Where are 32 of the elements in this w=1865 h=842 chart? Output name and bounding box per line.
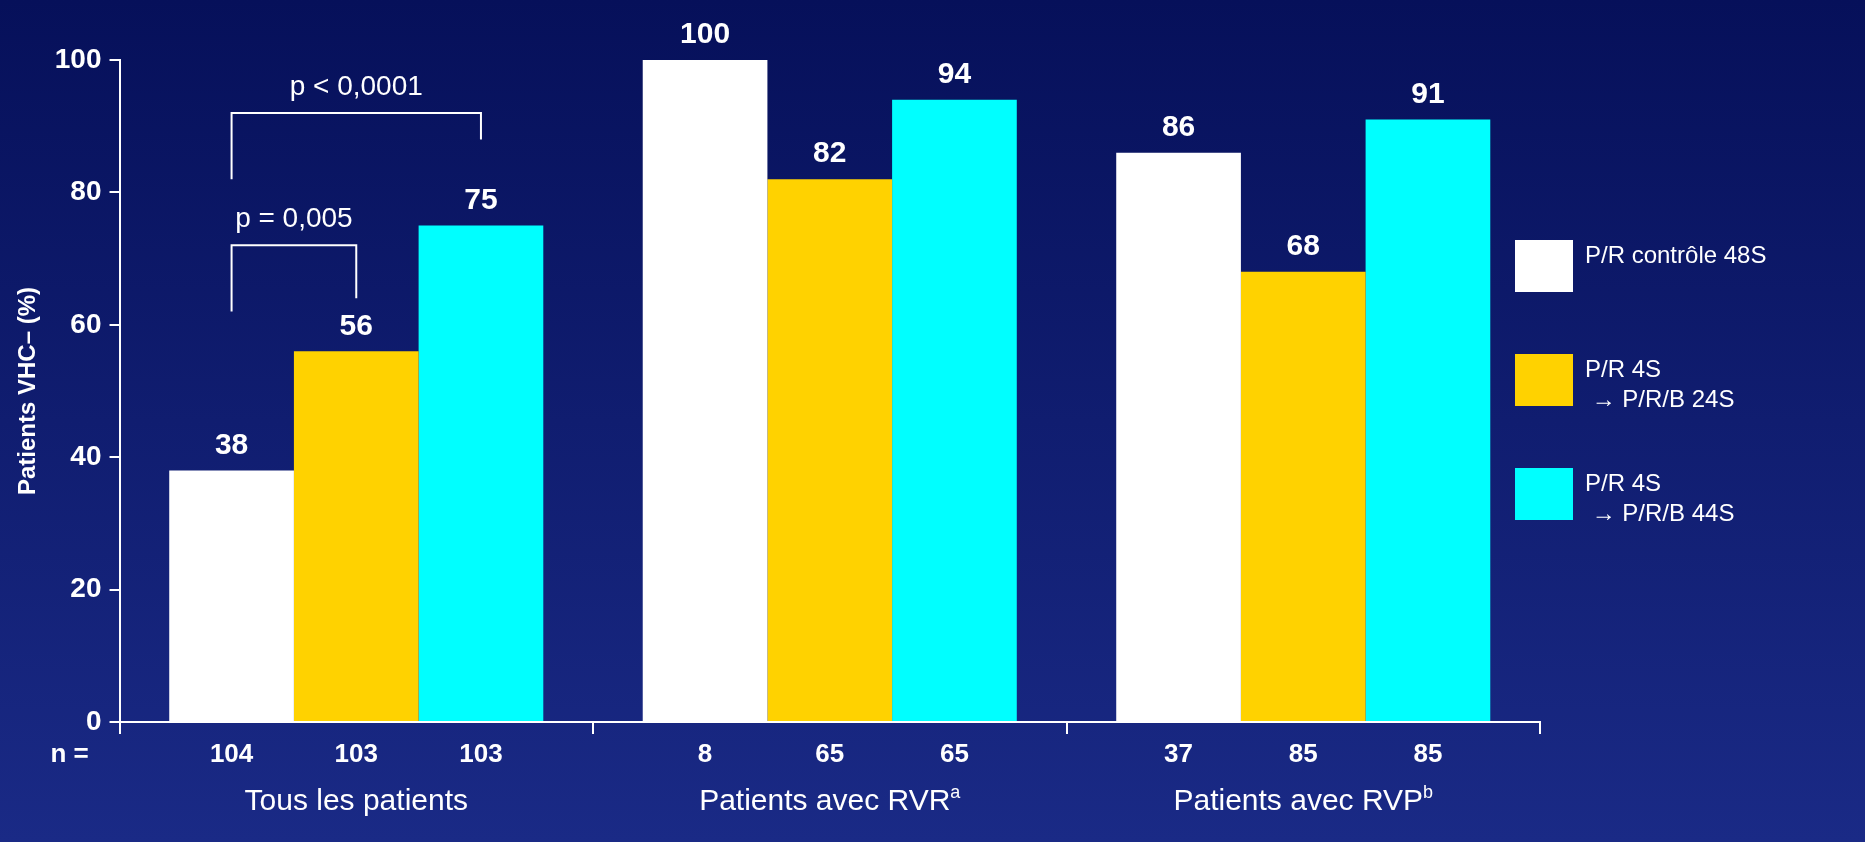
data-label: 100 bbox=[680, 16, 731, 50]
legend-label: P/R contrôle 48S bbox=[1585, 240, 1768, 270]
y-tick-label: 0 bbox=[85, 704, 102, 736]
text: 103 bbox=[459, 738, 503, 769]
data-label: 68 bbox=[1286, 228, 1320, 262]
y-tick-label: 20 bbox=[70, 572, 102, 604]
data-label: 56 bbox=[339, 307, 373, 341]
data-label: 94 bbox=[937, 55, 972, 89]
text: 65 bbox=[939, 738, 969, 769]
text: 65 bbox=[815, 738, 845, 769]
text: 103 bbox=[334, 738, 378, 769]
data-label: 75 bbox=[464, 181, 498, 215]
text: 8 bbox=[697, 738, 713, 769]
text: 85 bbox=[1288, 738, 1318, 769]
data-label: 91 bbox=[1411, 75, 1445, 109]
y-tick-label: 80 bbox=[70, 175, 102, 207]
annotation: p < 0,0001 bbox=[289, 69, 423, 101]
y-tick-label: 60 bbox=[70, 307, 102, 339]
text: 104 bbox=[209, 738, 254, 769]
x-tick-label: Tous les patients bbox=[244, 783, 468, 816]
data-label: 38 bbox=[214, 426, 249, 460]
data-label: 86 bbox=[1161, 108, 1196, 142]
y-tick-label: 40 bbox=[70, 439, 102, 471]
annotation: p = 0,005 bbox=[235, 202, 353, 234]
legend-label: P/R 4S → P/R/B 44S bbox=[1585, 468, 1736, 528]
y-tick-label: 100 bbox=[54, 42, 102, 74]
data-label: 82 bbox=[813, 135, 847, 169]
text: 85 bbox=[1413, 738, 1443, 769]
legend-label: P/R 4S → P/R/B 24S bbox=[1585, 354, 1736, 414]
text: 37 bbox=[1164, 738, 1194, 769]
text: n = bbox=[50, 738, 89, 769]
y-axis-title: Patients VHC– (%) bbox=[13, 286, 41, 496]
